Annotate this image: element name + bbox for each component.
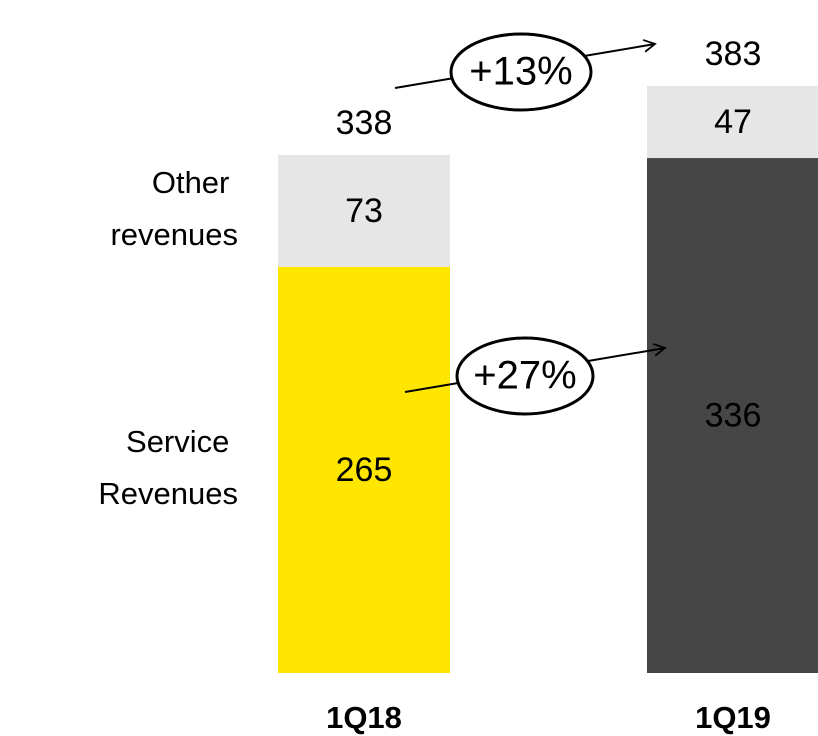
annotation: +13% <box>469 50 572 94</box>
value-label: 47 <box>714 103 752 141</box>
total-label: 383 <box>705 35 762 73</box>
bar-segment <box>278 154 450 267</box>
value-label: 265 <box>336 451 393 489</box>
x-tick-label: 1Q19 <box>695 700 771 735</box>
value-label: 336 <box>705 397 762 435</box>
total-label: 338 <box>336 104 393 142</box>
ellipse <box>455 336 595 416</box>
bar-segment <box>647 158 818 673</box>
ellipse <box>449 32 593 112</box>
annotation: +27% <box>473 354 576 398</box>
legend-label: Other revenues <box>110 165 238 252</box>
annotations: +13% +27% <box>394 32 667 416</box>
value-label: 73 <box>345 192 383 230</box>
x-tick-label: 1Q18 <box>326 700 402 735</box>
bar-segment <box>278 266 450 673</box>
bar-segment <box>647 86 818 159</box>
legend-label: Service Revenues <box>98 424 238 511</box>
